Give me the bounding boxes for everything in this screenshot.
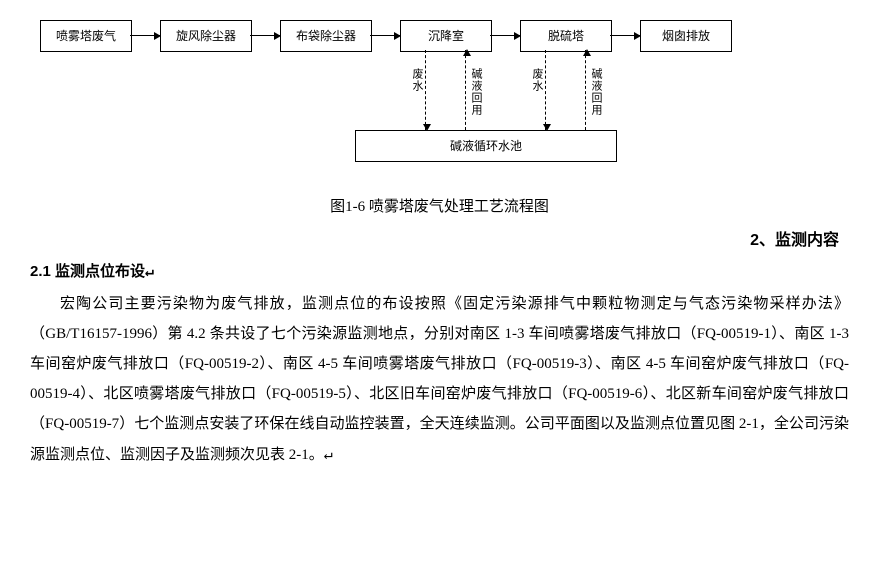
flow-vline-0 bbox=[425, 50, 427, 130]
flow-arrow-4 bbox=[610, 35, 640, 36]
flow-vlabel-l2: 碱液回用 bbox=[470, 68, 481, 116]
subsection-title-text: 2.1 监测点位布设 bbox=[30, 263, 145, 280]
flow-vlabel-l1: 废水 bbox=[411, 68, 422, 92]
flow-vline-2 bbox=[545, 50, 547, 130]
figure-caption: 图1-6 喷雾塔废气处理工艺流程图 bbox=[30, 195, 849, 216]
subsection-title: 2.1 监测点位布设↵ bbox=[30, 260, 849, 281]
flow-box-b1: 喷雾塔废气 bbox=[40, 20, 132, 52]
flow-box-pool: 碱液循环水池 bbox=[355, 130, 617, 162]
flow-vlabel-l3: 废水 bbox=[531, 68, 542, 92]
flow-arrow-2 bbox=[370, 35, 400, 36]
flow-vlabel-l4: 碱液回用 bbox=[590, 68, 601, 116]
section-title: 2、监测内容 bbox=[30, 226, 839, 250]
flow-arrow-0 bbox=[130, 35, 160, 36]
cursor-mark: ↵ bbox=[145, 262, 154, 280]
flow-vline-1 bbox=[465, 50, 467, 130]
flow-box-b5: 脱硫塔 bbox=[520, 20, 612, 52]
flow-vline-3 bbox=[585, 50, 587, 130]
body-paragraph: 宏陶公司主要污染物为废气排放，监测点位的布设按照《固定污染源排气中颗粒物测定与气… bbox=[30, 289, 849, 470]
cursor-mark: ↵ bbox=[324, 445, 333, 463]
paragraph-text: 宏陶公司主要污染物为废气排放，监测点位的布设按照《固定污染源排气中颗粒物测定与气… bbox=[30, 296, 849, 463]
flow-arrow-3 bbox=[490, 35, 520, 36]
flow-diagram: 喷雾塔废气旋风除尘器布袋除尘器沉降室脱硫塔烟囱排放碱液循环水池 废水 碱液回用 废水 碱… bbox=[30, 10, 850, 170]
flow-box-b3: 布袋除尘器 bbox=[280, 20, 372, 52]
flow-box-b2: 旋风除尘器 bbox=[160, 20, 252, 52]
flow-arrow-1 bbox=[250, 35, 280, 36]
flow-box-b6: 烟囱排放 bbox=[640, 20, 732, 52]
flow-box-b4: 沉降室 bbox=[400, 20, 492, 52]
